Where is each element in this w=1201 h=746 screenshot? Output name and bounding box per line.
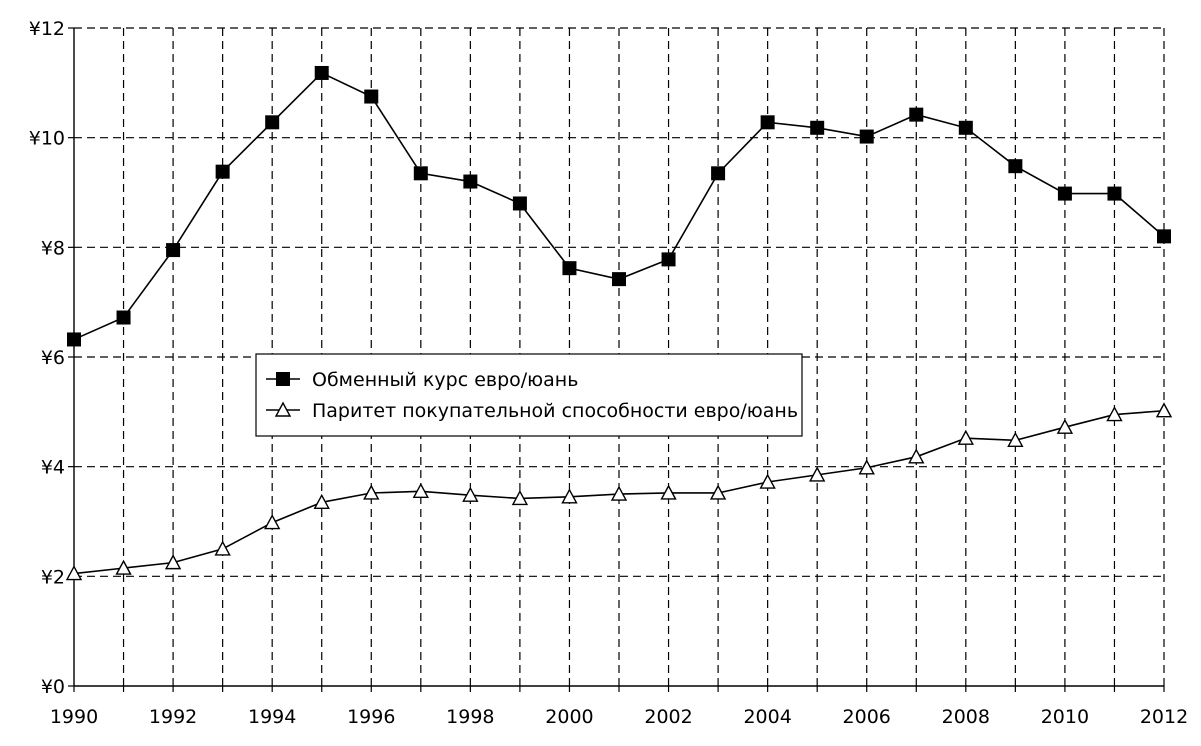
- legend-marker-triangle: [274, 401, 292, 417]
- point-ppp: [610, 485, 628, 501]
- x-tick-label: 1994: [248, 706, 296, 728]
- x-tick-label: 2006: [843, 706, 891, 728]
- point-ppp: [363, 484, 380, 500]
- x-tick-label: 1990: [50, 706, 98, 728]
- x-tick-label: 1998: [446, 706, 494, 728]
- legend-box: [255, 353, 803, 437]
- y-tick-label: ¥2: [41, 566, 65, 588]
- point-exchange-rate: [1107, 186, 1122, 201]
- point-exchange-rate: [166, 243, 181, 258]
- point-ppp: [1056, 418, 1074, 434]
- point-exchange-rate: [215, 164, 230, 179]
- point-ppp: [858, 459, 875, 475]
- x-tick-label: 2010: [1041, 706, 1089, 728]
- legend: Обменный курс евро/юань Паритет покупате…: [255, 353, 803, 437]
- x-tick-label: 2012: [1140, 706, 1188, 728]
- point-exchange-rate: [314, 65, 329, 80]
- x-tick-label: 2000: [545, 706, 593, 728]
- series-group: [65, 65, 1173, 581]
- legend-label-exchange-rate: Обменный курс евро/юань: [312, 369, 578, 391]
- point-exchange-rate: [512, 196, 527, 211]
- point-exchange-rate: [661, 252, 676, 267]
- point-ppp: [957, 429, 974, 445]
- point-exchange-rate: [562, 261, 577, 276]
- point-exchange-rate: [760, 115, 775, 130]
- point-exchange-rate: [463, 174, 478, 189]
- point-ppp: [115, 559, 132, 575]
- point-ppp: [65, 565, 83, 581]
- point-exchange-rate: [711, 166, 726, 181]
- y-tick-label: ¥8: [41, 237, 65, 259]
- point-exchange-rate: [1008, 159, 1023, 174]
- point-ppp: [1155, 402, 1173, 418]
- legend-marker-square: [276, 372, 290, 386]
- point-exchange-rate: [67, 332, 81, 347]
- point-exchange-rate: [909, 107, 924, 122]
- x-tick-label: 2002: [644, 706, 692, 728]
- x-tick-label: 1992: [149, 706, 197, 728]
- point-ppp: [1106, 406, 1123, 422]
- point-ppp: [313, 493, 330, 510]
- point-exchange-rate: [364, 89, 379, 104]
- point-ppp: [660, 484, 677, 500]
- point-exchange-rate: [265, 115, 280, 130]
- x-tick-label: 2004: [743, 706, 791, 728]
- point-ppp: [561, 488, 578, 504]
- x-tick-label: 2008: [942, 706, 990, 728]
- point-ppp: [759, 473, 776, 489]
- y-tick-label: ¥6: [41, 347, 65, 369]
- y-tick-label: ¥0: [41, 676, 65, 698]
- x-tick-label: 1996: [347, 706, 395, 728]
- point-exchange-rate: [1057, 186, 1072, 201]
- point-exchange-rate: [116, 310, 131, 325]
- legend-label-ppp: Паритет покупательной способности евро/ю…: [312, 400, 798, 422]
- y-tick-labels: ¥0 ¥2 ¥4 ¥6 ¥8 ¥10 ¥12: [29, 18, 65, 698]
- point-exchange-rate: [612, 272, 626, 287]
- point-exchange-rate: [1157, 229, 1171, 244]
- y-tick-label: ¥10: [29, 128, 65, 150]
- point-ppp: [1007, 431, 1024, 448]
- point-exchange-rate: [413, 166, 428, 181]
- point-ppp: [412, 482, 429, 499]
- point-ppp: [809, 466, 826, 482]
- point-ppp: [709, 484, 727, 500]
- point-ppp: [164, 554, 182, 570]
- point-ppp: [462, 486, 479, 502]
- x-tick-labels: 1990 1992 1994 1996 1998 2000 2002 2004 2006 2008…: [50, 706, 1188, 728]
- point-ppp: [511, 489, 529, 506]
- point-exchange-rate: [859, 129, 874, 144]
- y-tick-label: ¥12: [29, 18, 65, 40]
- point-exchange-rate: [958, 120, 973, 135]
- point-ppp: [908, 448, 925, 464]
- point-ppp: [264, 514, 281, 530]
- point-exchange-rate: [810, 120, 825, 135]
- y-tick-label: ¥4: [41, 457, 65, 479]
- point-ppp: [214, 540, 231, 556]
